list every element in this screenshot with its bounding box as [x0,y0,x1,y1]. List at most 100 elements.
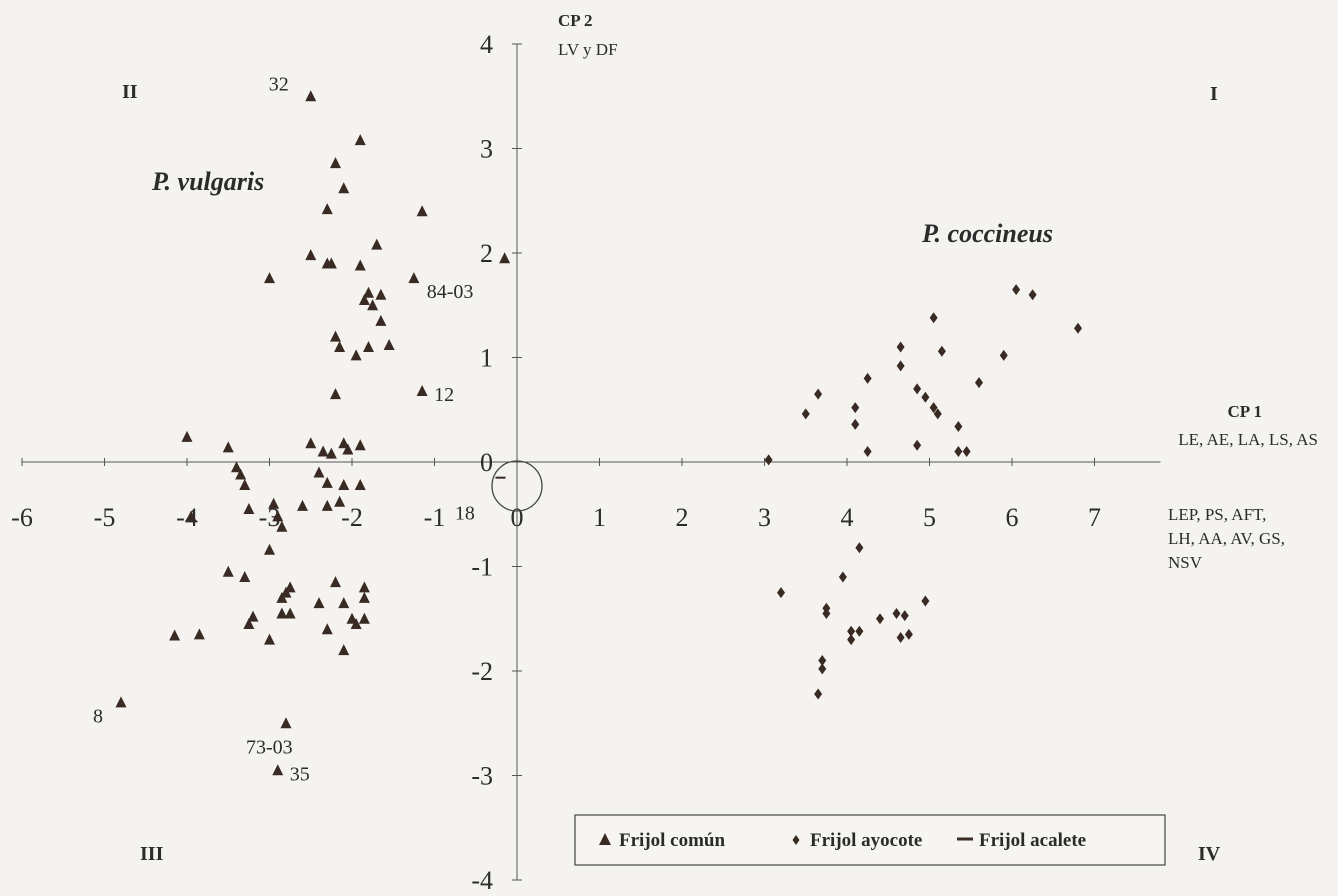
point-frijol-ayocote [847,634,856,646]
x-tick-label: -2 [341,503,363,532]
point-frijol-comun [239,570,251,582]
legend-entry: Frijol ayocote [810,830,922,851]
x-axis-extra-label: LH, AA, AV, GS, [1168,529,1285,548]
y-tick-label: 4 [480,30,493,59]
point-frijol-comun [354,439,366,451]
point-frijol-ayocote [1074,322,1082,334]
point-frijol-ayocote [975,377,983,389]
point-label: 84-03 [427,281,474,303]
quadrant-label-ii: II [122,81,138,103]
point-frijol-comun [416,205,428,217]
x-axis-extra-label: NSV [1168,553,1203,572]
point-frijol-comun [321,623,333,635]
point-frijol-comun [358,612,370,624]
point-frijol-comun [367,299,379,311]
origin-circle [491,460,543,512]
point-frijol-comun [305,437,317,449]
point-frijol-comun [185,510,197,522]
x-tick-label: -3 [259,503,281,532]
point-frijol-comun [321,499,333,511]
point-frijol-ayocote [851,418,860,430]
point-frijol-comun [181,430,193,442]
point-frijol-ayocote [764,454,773,466]
point-frijol-comun [383,338,395,350]
point-frijol-comun [317,445,329,457]
point-frijol-comun [358,294,370,306]
point-frijol-comun [264,543,275,555]
legend-icon-triangle [599,833,611,845]
group-label-coccineus: P. coccineus [921,219,1053,248]
point-frijol-comun [330,388,341,400]
point-frijol-comun [222,441,234,453]
point-frijol-comun [321,476,333,488]
group-label-vulgaris: P. vulgaris [151,167,264,196]
point-frijol-ayocote [801,408,810,420]
y-tick-label: 1 [480,344,493,373]
point-label: 32 [269,73,289,95]
point-frijol-ayocote [1028,289,1037,301]
point-frijol-comun [354,259,366,271]
point-frijol-comun [408,272,420,284]
point-frijol-comun [235,468,247,480]
y-tick-label: 0 [480,448,493,477]
point-frijol-comun [169,629,181,641]
point-frijol-comun [239,478,251,490]
point-frijol-comun [354,134,366,146]
point-frijol-comun [338,437,350,449]
point-frijol-comun [363,286,374,298]
point-frijol-ayocote [876,613,884,625]
point-frijol-comun [363,341,374,353]
x-tick-label: -6 [11,503,33,532]
x-tick-label: 7 [1088,503,1101,532]
x-tick-label: -4 [176,503,198,532]
point-frijol-comun [193,628,205,640]
y-tick-label: 3 [480,135,493,164]
point-frijol-comun [416,384,428,396]
data-points [115,90,1082,776]
point-frijol-comun [264,272,275,284]
point-frijol-comun [305,90,317,102]
x-tick-label: -1 [424,503,446,532]
point-frijol-comun [247,610,259,622]
quadrant-label-iv: IV [1198,843,1221,865]
point-frijol-ayocote [962,446,971,458]
point-frijol-ayocote [921,391,930,403]
x-tick-label: 2 [676,503,689,532]
x-tick-label: 6 [1006,503,1019,532]
point-frijol-comun [313,466,325,478]
point-frijol-comun [264,633,275,645]
point-frijol-ayocote [896,341,905,353]
point-frijol-ayocote [896,360,905,372]
x-tick-label: 3 [758,503,771,532]
point-frijol-ayocote [954,420,963,432]
point-frijol-comun [338,182,350,194]
point-frijol-ayocote [929,312,938,324]
point-frijol-comun [371,238,383,250]
legend: Frijol común Frijol ayocote Frijol acalete [574,814,1166,866]
point-frijol-comun [297,499,308,511]
point-frijol-ayocote [863,446,872,458]
point-frijol-comun [375,314,387,326]
point-frijol-ayocote [777,587,785,599]
point-frijol-ayocote [838,571,847,583]
point-frijol-comun [280,717,292,729]
point-frijol-comun [321,203,333,215]
quadrant-label-i: I [1210,83,1218,105]
legend-entry: Frijol acalete [979,830,1086,851]
point-frijol-comun [243,503,255,515]
point-frijol-comun [115,696,127,708]
point-frijol-ayocote [937,345,946,357]
point-frijol-comun [350,617,362,629]
point-frijol-ayocote [913,439,922,451]
point-frijol-ayocote [814,688,823,700]
point-frijol-ayocote [822,608,831,620]
point-frijol-ayocote [896,632,905,644]
point-frijol-ayocote [863,372,872,384]
point-frijol-comun [330,576,341,588]
point-frijol-comun [338,644,350,656]
point-frijol-comun [325,257,337,269]
x-tick-label: 4 [841,503,854,532]
x-axis-extra-label: LEP, PS, AFT, [1168,505,1266,524]
point-frijol-ayocote [855,625,864,637]
